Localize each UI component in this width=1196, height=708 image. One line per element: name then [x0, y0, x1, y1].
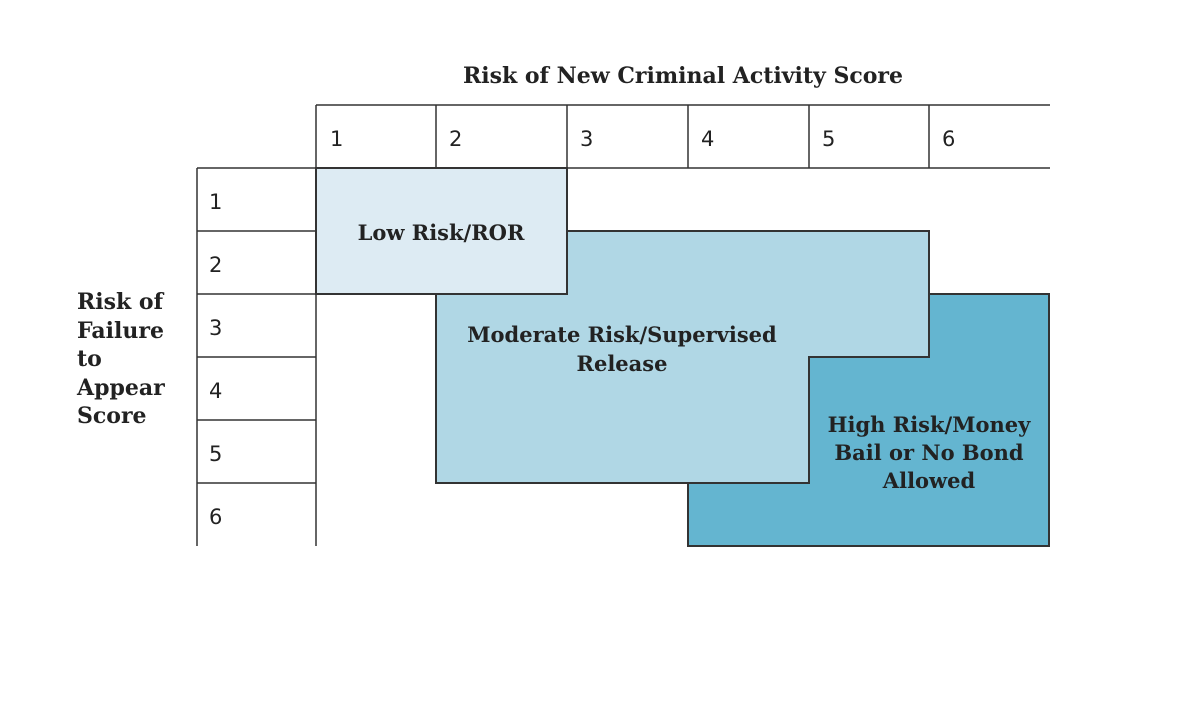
row-tick-5: 5: [209, 442, 222, 466]
y-axis-title: Risk of Failure to Appear Score: [76, 289, 165, 429]
low-risk-label: Low Risk/ROR: [358, 220, 525, 245]
column-tick-1: 1: [330, 127, 343, 151]
y-axis-title-line: Failure: [77, 318, 164, 344]
row-tick-4: 4: [209, 379, 222, 403]
row-tick-3: 3: [209, 316, 222, 340]
column-tick-2: 2: [449, 127, 462, 151]
column-tick-4: 4: [701, 127, 714, 151]
row-tick-labels: 1 2 3 4 5 6: [209, 190, 222, 529]
y-axis-title-line: Score: [77, 403, 147, 429]
low-risk-region: [315, 167, 568, 295]
column-header-grid: [315, 104, 1050, 169]
high-risk-label-line: Bail or No Bond: [834, 440, 1024, 465]
y-axis-title-line: Risk of: [77, 289, 165, 315]
column-tick-6: 6: [942, 127, 955, 151]
moderate-risk-label-line: Moderate Risk/Supervised: [467, 322, 777, 347]
column-tick-labels: 1 2 3 4 5 6: [330, 127, 955, 151]
high-risk-label-line: High Risk/Money: [828, 412, 1031, 437]
row-header-grid: [196, 167, 317, 546]
column-tick-5: 5: [822, 127, 835, 151]
high-risk-label-line: Allowed: [882, 468, 976, 493]
column-tick-3: 3: [580, 127, 593, 151]
y-axis-title-line: Appear: [76, 375, 165, 401]
moderate-risk-label: Moderate Risk/Supervised Release: [467, 322, 777, 376]
moderate-risk-label-line: Release: [577, 351, 668, 376]
row-tick-2: 2: [209, 253, 222, 277]
high-risk-label: High Risk/Money Bail or No Bond Allowed: [828, 412, 1031, 493]
row-tick-1: 1: [209, 190, 222, 214]
row-tick-6: 6: [209, 505, 222, 529]
x-axis-title: Risk of New Criminal Activity Score: [463, 63, 903, 89]
y-axis-title-line: to: [77, 346, 102, 372]
